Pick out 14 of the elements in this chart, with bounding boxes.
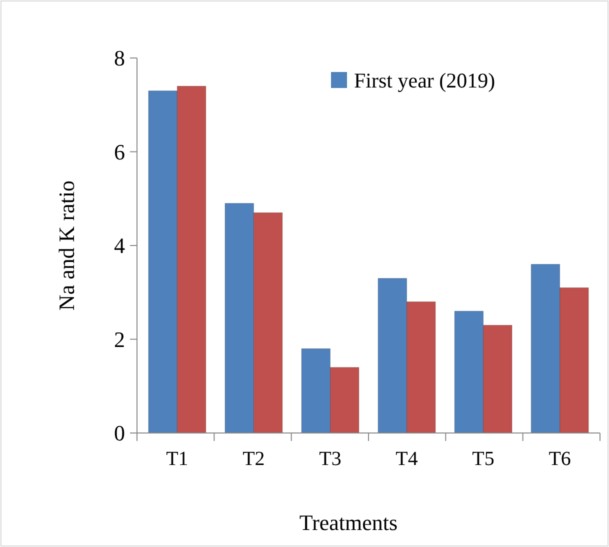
y-tick-label: 4	[114, 233, 125, 258]
x-tick-label: T1	[166, 448, 188, 470]
y-axis-title: Na and K ratio	[54, 180, 79, 311]
x-axis-title: Treatments	[299, 510, 398, 535]
x-tick-label: T4	[396, 448, 418, 470]
y-tick-label: 2	[114, 326, 125, 352]
x-tick-label: T6	[548, 448, 571, 470]
legend-label: First year (2019)	[354, 68, 496, 92]
x-tick-label: T2	[242, 448, 265, 470]
x-tick-label: T5	[472, 448, 494, 470]
y-tick-label: 6	[114, 139, 125, 164]
y-tick-label: 8	[114, 46, 125, 71]
x-tick-label: T3	[319, 448, 342, 470]
y-tick-label: 0	[114, 420, 125, 446]
